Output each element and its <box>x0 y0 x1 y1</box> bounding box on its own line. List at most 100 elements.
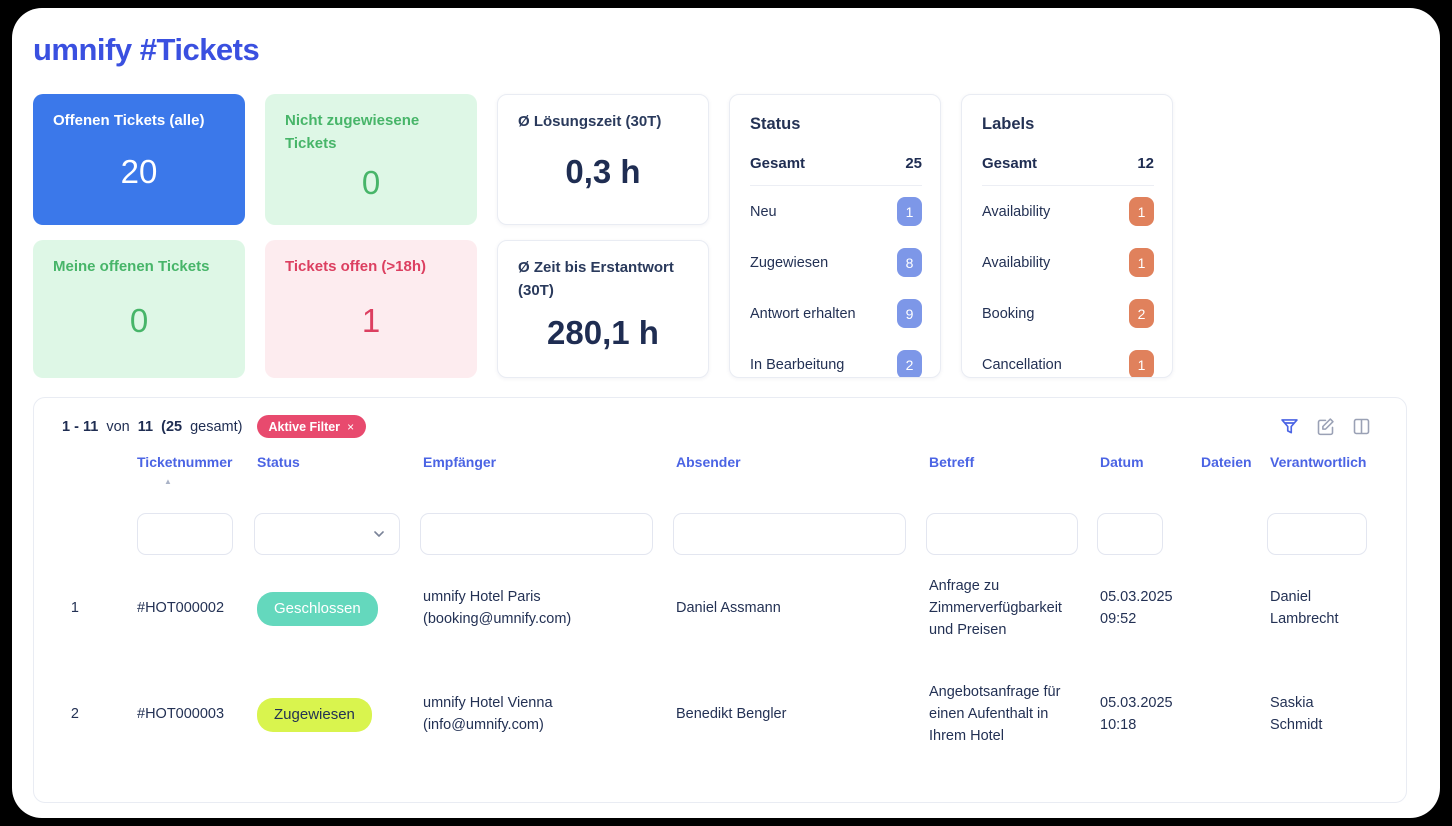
tickets-table-card: 1 - 11 von 11 (25 gesamt) Aktive Filter … <box>33 397 1407 803</box>
label-count-badge: 2 <box>1129 299 1154 328</box>
status-item-antwort-erhalten: Antwort erhalten 9 <box>750 288 922 339</box>
label-count-badge: 1 <box>1129 197 1154 226</box>
stat-avg-resolution-time[interactable]: Ø Lösungszeit (30T) 0,3 h <box>497 94 709 225</box>
filter-empfaenger-input[interactable] <box>420 513 653 555</box>
cell-ticketnummer: #HOT000002 <box>137 600 225 617</box>
stat-value: 1 <box>361 302 381 340</box>
labels-total-label: Gesamt <box>982 155 1038 172</box>
remove-filter-icon[interactable]: × <box>347 419 355 434</box>
pagination-overall: (25 <box>161 418 183 435</box>
stat-my-open-tickets[interactable]: Meine offenen Tickets 0 <box>33 240 245 378</box>
label-item-availability-2: Availability 1 <box>982 237 1154 288</box>
label-item-cancellation: Cancellation 1 <box>982 339 1154 377</box>
toolbar-icons <box>1279 416 1372 437</box>
status-count-badge: 8 <box>897 248 922 277</box>
cell-empfaenger: umnify Hotel Vienna (info@umnify.com) <box>423 695 553 733</box>
status-count-badge: 1 <box>897 197 922 226</box>
filter-status-select[interactable] <box>254 513 400 555</box>
pagination-info: 1 - 11 von 11 (25 gesamt) <box>62 419 247 435</box>
cell-datum: 05.03.2025 10:18 <box>1100 695 1173 733</box>
cell-ticketnummer: #HOT000003 <box>137 706 225 723</box>
label-item-label: Availability <box>982 254 1051 271</box>
label-item-label: Availability <box>982 203 1051 220</box>
status-badge: Geschlossen <box>257 591 378 627</box>
cell-betreff: Anfrage zu Zimmerverfügbarkeit und Preis… <box>929 578 1062 638</box>
cell-absender: Benedikt Bengler <box>676 706 787 723</box>
stat-open-tickets-all[interactable]: Offenen Tickets (alle) 20 <box>33 94 245 225</box>
active-filter-label: Aktive Filter <box>268 419 341 434</box>
filter-icon[interactable] <box>1279 416 1300 437</box>
filter-betreff-input[interactable] <box>926 513 1078 555</box>
status-item-label: Zugewiesen <box>750 254 829 271</box>
column-header-empfaenger[interactable]: Empfänger <box>423 454 497 470</box>
columns-icon[interactable] <box>1351 416 1372 437</box>
stat-value: 0 <box>129 302 149 340</box>
table-toolbar: 1 - 11 von 11 (25 gesamt) Aktive Filter … <box>34 398 1406 444</box>
cell-empfaenger: umnify Hotel Paris (booking@umnify.com) <box>423 589 572 627</box>
filter-ticketnummer-input[interactable] <box>137 513 233 555</box>
table-header-row: Ticketnummer ▲ Status Empfänger Absender… <box>34 454 1406 486</box>
label-item-label: Booking <box>982 305 1035 322</box>
status-total-row: Gesamt 25 <box>750 155 922 186</box>
status-item-label: Antwort erhalten <box>750 305 856 322</box>
stat-label: Nicht zugewiesene Tickets <box>285 112 420 152</box>
table-row[interactable]: 1 #HOT000002 Geschlossen umnify Hotel Pa… <box>34 556 1406 662</box>
column-header-verantwortlich[interactable]: Verantwortlich <box>1270 454 1367 470</box>
row-index: 2 <box>70 706 79 723</box>
labels-panel-title: Labels <box>982 115 1035 133</box>
labels-panel: Labels Gesamt 12 Availability 1 Availabi… <box>961 94 1173 378</box>
table-filter-row <box>34 512 1406 556</box>
filter-verantwortlich-input[interactable] <box>1267 513 1367 555</box>
status-panel: Status Gesamt 25 Neu 1 Zugewiesen 8 Antw… <box>729 94 941 378</box>
cell-absender: Daniel Assmann <box>676 600 781 617</box>
column-header-datum[interactable]: Datum <box>1100 454 1144 470</box>
status-item-label: Neu <box>750 203 777 220</box>
stat-label: Meine offenen Tickets <box>53 258 210 275</box>
status-item-in-bearbeitung: In Bearbeitung 2 <box>750 339 922 377</box>
status-badge: Zugewiesen <box>257 697 372 733</box>
column-header-ticketnummer[interactable]: Ticketnummer ▲ <box>134 454 254 486</box>
stat-label: Offenen Tickets (alle) <box>53 112 205 129</box>
page-title: umnify #Tickets <box>33 32 260 67</box>
status-total-label: Gesamt <box>750 155 806 172</box>
column-header-betreff[interactable]: Betreff <box>929 454 975 470</box>
chevron-down-icon <box>374 531 384 537</box>
stat-label: Tickets offen (>18h) <box>285 258 427 275</box>
stat-label: Ø Zeit bis Erstantwort (30T) <box>518 259 674 299</box>
stat-label: Ø Lösungszeit (30T) <box>518 113 662 130</box>
stats-grid: Offenen Tickets (alle) 20 Nicht zugewies… <box>33 94 1407 378</box>
column-header-absender[interactable]: Absender <box>676 454 741 470</box>
filter-datum-input[interactable] <box>1097 513 1163 555</box>
pagination-page-total: 11 <box>137 418 154 435</box>
stat-value: 280,1 h <box>547 313 659 351</box>
label-item-booking: Booking 2 <box>982 288 1154 339</box>
filter-absender-input[interactable] <box>673 513 906 555</box>
stat-unassigned-tickets[interactable]: Nicht zugewiesene Tickets 0 <box>265 94 477 225</box>
stat-value: 20 <box>120 152 158 190</box>
status-total-value: 25 <box>905 155 922 172</box>
status-panel-title: Status <box>750 115 801 133</box>
label-item-label: Cancellation <box>982 356 1062 373</box>
cell-verantwortlich: Saskia Schmidt <box>1270 695 1323 733</box>
stat-value: 0,3 h <box>565 152 641 190</box>
status-item-zugewiesen: Zugewiesen 8 <box>750 237 922 288</box>
labels-total-row: Gesamt 12 <box>982 155 1154 186</box>
active-filter-badge[interactable]: Aktive Filter × <box>256 415 367 438</box>
column-header-dateien[interactable]: Dateien <box>1201 454 1252 470</box>
sort-asc-icon[interactable]: ▲ <box>164 477 172 486</box>
pagination-overall-suffix: gesamt) <box>190 418 243 435</box>
table-row[interactable]: 2 #HOT000003 Zugewiesen umnify Hotel Vie… <box>34 662 1406 768</box>
column-header-status[interactable]: Status <box>257 454 300 470</box>
stat-tickets-open-over-18h[interactable]: Tickets offen (>18h) 1 <box>265 240 477 378</box>
status-count-badge: 9 <box>897 299 922 328</box>
pagination-of: von <box>106 418 130 435</box>
stat-value: 0 <box>361 164 381 201</box>
tickets-dashboard: umnify #Tickets Offenen Tickets (alle) 2… <box>12 8 1440 818</box>
edit-icon[interactable] <box>1315 416 1336 437</box>
status-count-badge: 2 <box>897 350 922 377</box>
cell-verantwortlich: Daniel Lambrecht <box>1270 589 1339 627</box>
label-item-availability-1: Availability 1 <box>982 186 1154 237</box>
status-item-label: In Bearbeitung <box>750 356 845 373</box>
stat-avg-first-response-time[interactable]: Ø Zeit bis Erstantwort (30T) 280,1 h <box>497 240 709 378</box>
row-index: 1 <box>70 600 79 617</box>
